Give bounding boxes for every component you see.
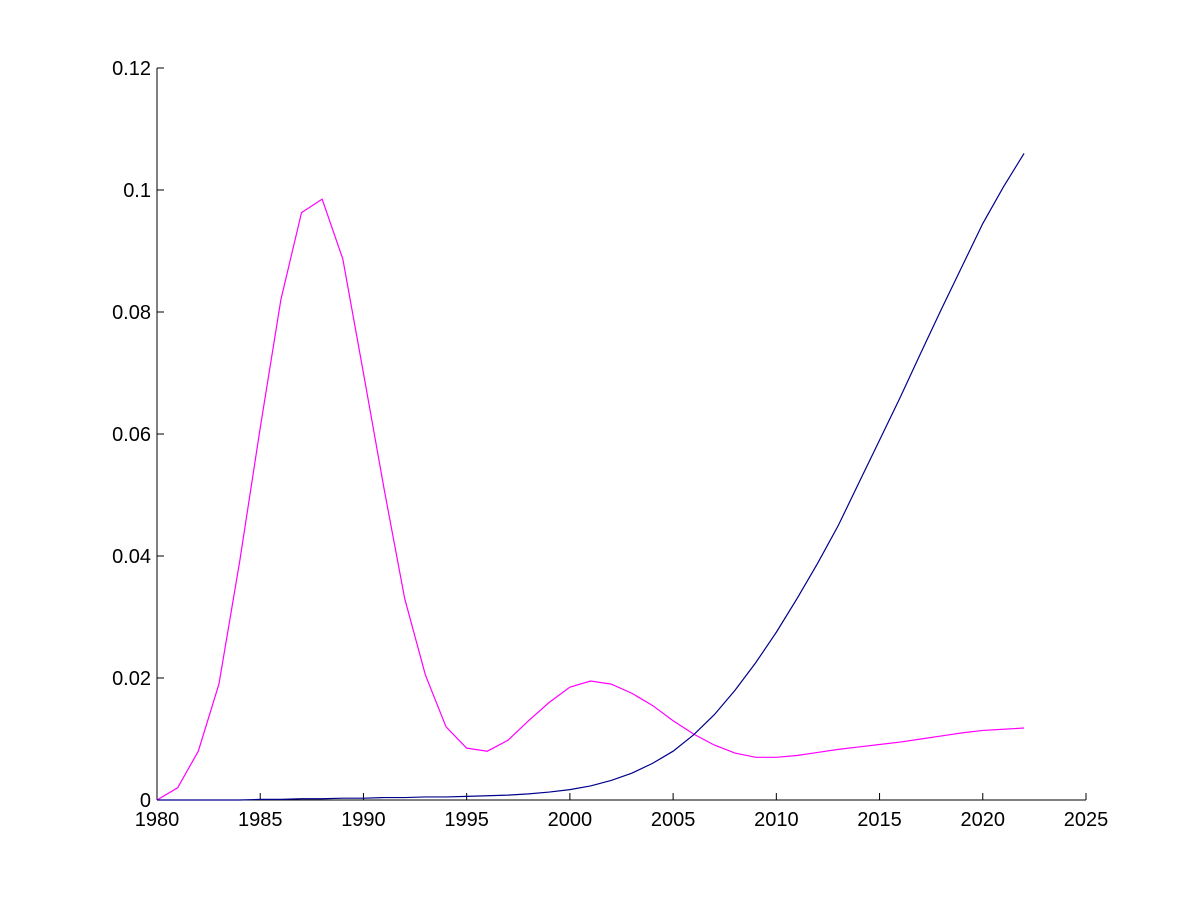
y-tick-label: 0.02 (112, 668, 151, 690)
y-tick-label: 0.04 (112, 546, 151, 568)
series-lines (156, 153, 1025, 801)
x-tick-label: 1995 (444, 809, 489, 831)
y-tick-label: 0.1 (123, 180, 151, 202)
x-tick-label: 2010 (754, 809, 799, 831)
x-tick-label: 2025 (1064, 809, 1109, 831)
x-tick-label: 1990 (341, 809, 386, 831)
series-line-1 (157, 153, 1025, 801)
y-tick-label: 0 (140, 790, 151, 812)
y-tick-label: 0.12 (112, 58, 151, 80)
tick-labels: 1980 1985 1990 1995 2000 2005 2010 2015 2020 2025… (112, 58, 1108, 831)
x-tick-label: 1985 (238, 809, 283, 831)
x-tick-label: 2005 (651, 809, 696, 831)
x-tick-label: 1980 (135, 809, 180, 831)
x-tick-label: 2020 (961, 809, 1006, 831)
axes (156, 67, 1087, 801)
x-tick-label: 2000 (548, 809, 593, 831)
x-tick-label: 2015 (857, 809, 902, 831)
y-tick-label: 0.08 (112, 302, 151, 324)
y-tick-label: 0.06 (112, 424, 151, 446)
series-line-0 (156, 198, 1025, 801)
